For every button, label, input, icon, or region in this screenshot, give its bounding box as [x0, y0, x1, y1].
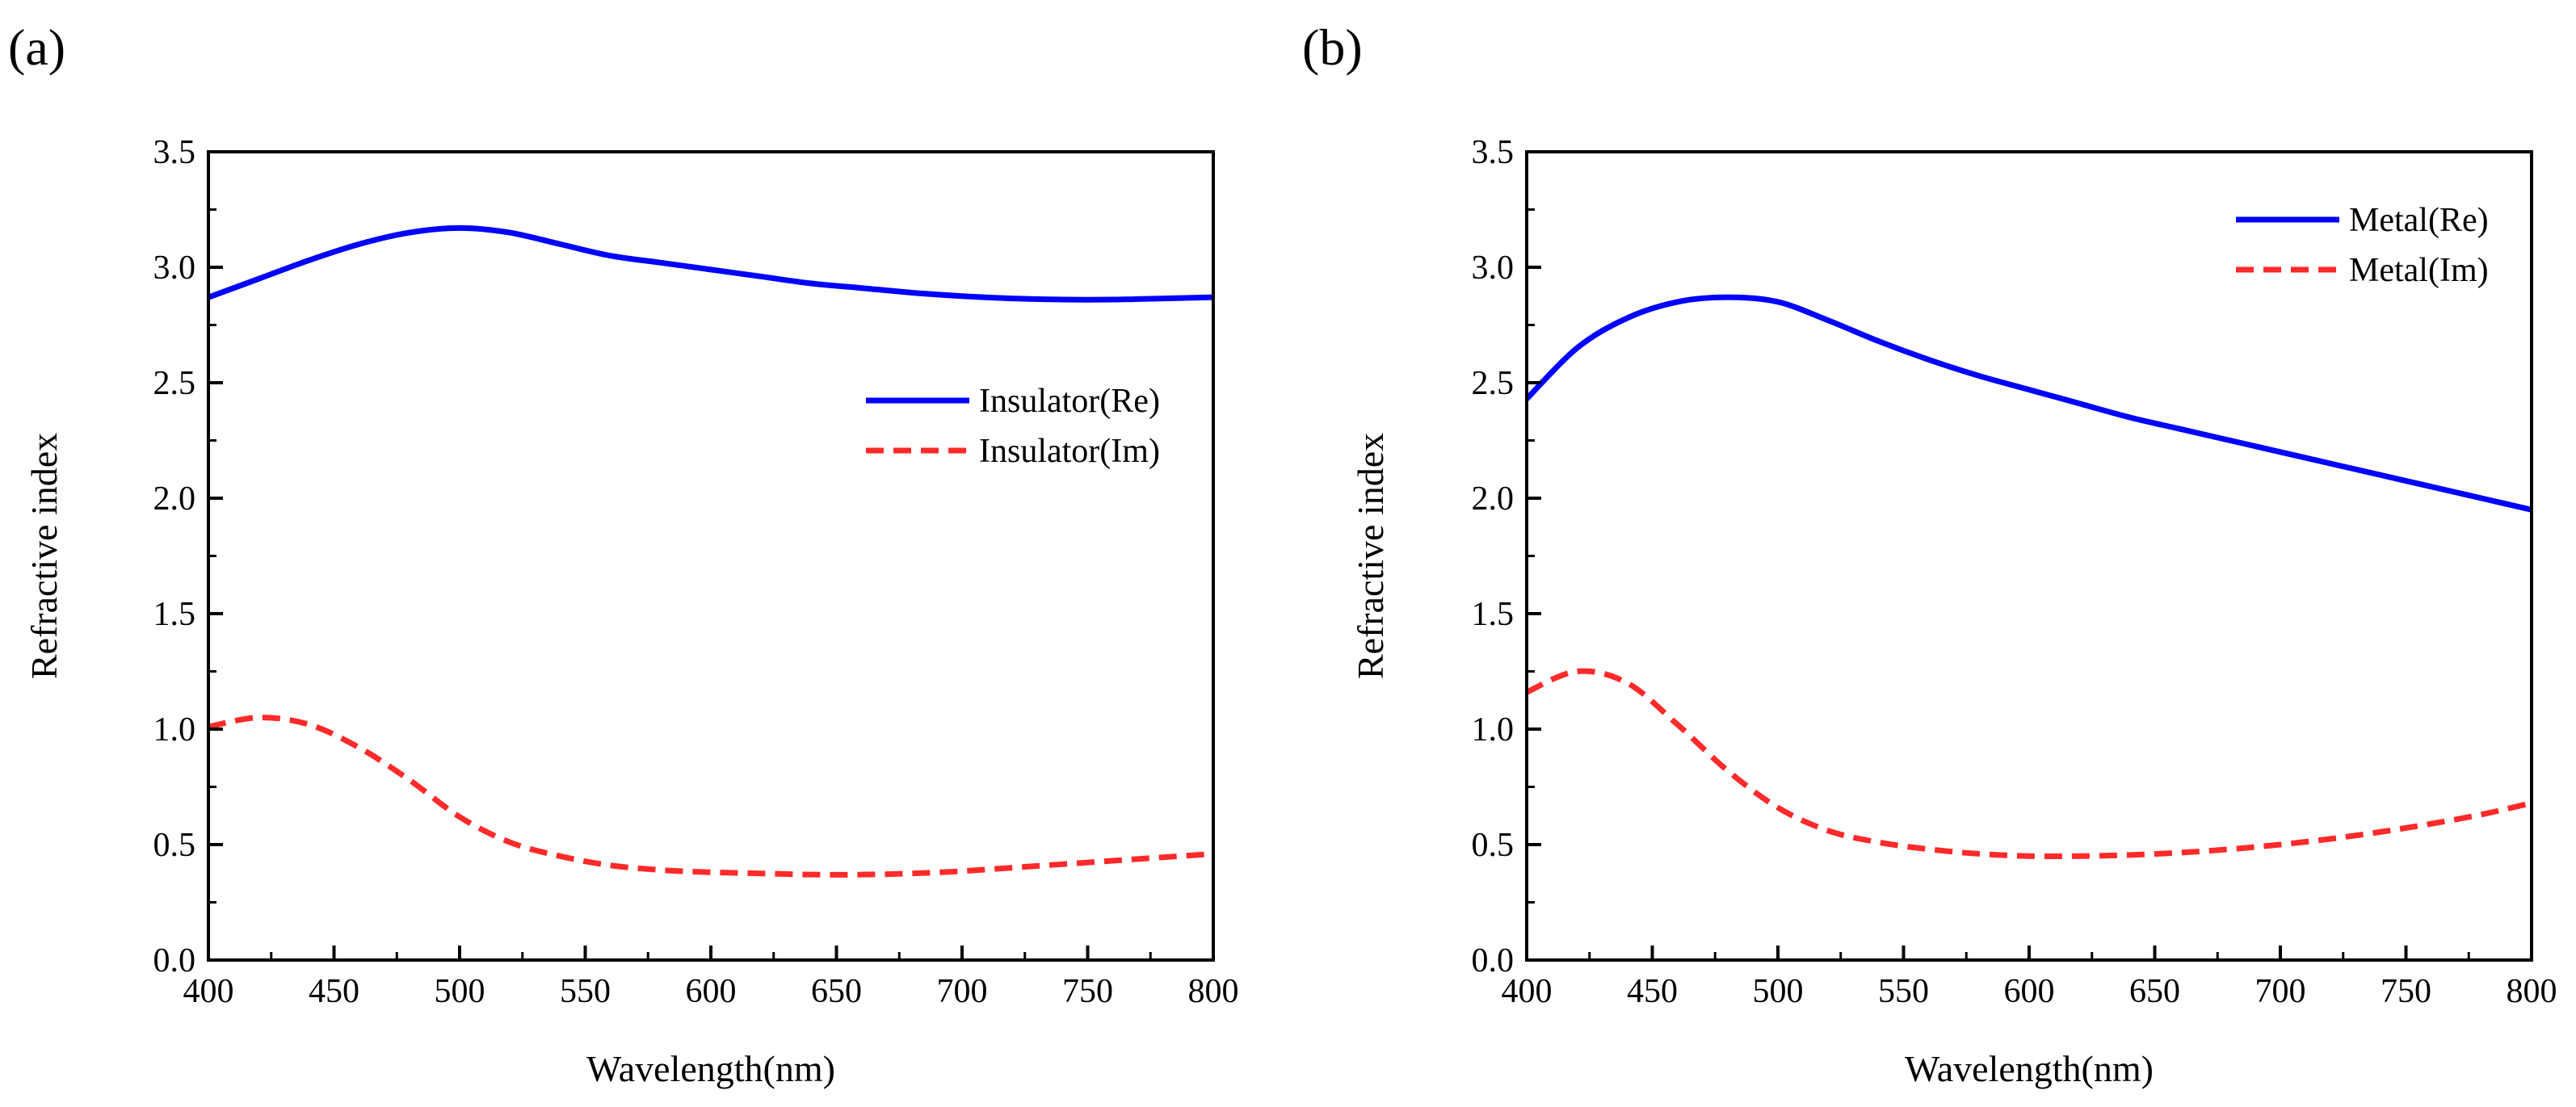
y-tick-label: 1.5 — [1472, 596, 1515, 633]
series-line-metal-re — [1527, 294, 2532, 513]
x-tick-label: 600 — [2004, 973, 2055, 1010]
y-tick-label: 0.0 — [1472, 942, 1515, 979]
x-tick-label: 400 — [183, 973, 234, 1010]
plot-area — [208, 224, 1213, 878]
x-tick-label: 450 — [1627, 973, 1678, 1010]
y-tick-label: 1.0 — [153, 711, 196, 748]
y-tick-label: 0.5 — [1472, 827, 1515, 864]
x-tick-label: 800 — [2507, 973, 2557, 1010]
y-tick-label: 3.0 — [1472, 249, 1515, 287]
x-tick-label: 750 — [1062, 973, 1113, 1010]
x-tick-label: 650 — [2129, 973, 2180, 1010]
x-tick-label: 550 — [1878, 973, 1929, 1010]
y-tick-label: 3.5 — [153, 134, 196, 171]
x-axis-title: Wavelength(nm) — [1905, 1048, 2154, 1089]
series-line-metal-im — [1527, 668, 2532, 860]
legend: Insulator(Re) Insulator(Im) — [866, 383, 1160, 470]
x-tick-label: 550 — [560, 973, 611, 1010]
legend-label: Metal(Im) — [2349, 252, 2489, 289]
axes-frame — [207, 150, 1215, 962]
x-tick-label: 650 — [811, 973, 862, 1010]
legend-label: Insulator(Im) — [979, 433, 1160, 470]
x-tick-label: 700 — [2255, 973, 2306, 1010]
y-tick-label: 3.0 — [153, 249, 196, 287]
panel-label: (a) — [8, 19, 65, 76]
plot-area — [1527, 294, 2532, 860]
y-tick-label: 2.5 — [153, 365, 196, 402]
series-line-insulator-re — [208, 224, 1213, 303]
x-tick-label: 450 — [309, 973, 359, 1010]
x-tick-label: 500 — [1753, 973, 1804, 1010]
legend: Metal(Re) Metal(Im) — [2236, 202, 2489, 289]
series-line-insulator-im — [208, 715, 1213, 878]
x-tick-label: 700 — [937, 973, 988, 1010]
x-tick-label: 500 — [435, 973, 485, 1010]
y-tick-label: 0.0 — [153, 942, 196, 979]
panel-label: (b) — [1302, 19, 1363, 76]
y-tick-label: 1.5 — [153, 596, 196, 633]
x-tick-label: 800 — [1188, 973, 1239, 1010]
x-tick-label: 600 — [686, 973, 737, 1010]
x-axis-title: Wavelength(nm) — [586, 1048, 835, 1089]
y-axis-title: Refractive index — [1350, 433, 1391, 679]
y-tick-label: 1.0 — [1472, 711, 1515, 748]
y-tick-label: 2.0 — [153, 480, 196, 518]
chart-panel-a: (a) 400 450 500 550 600 650 700 750 800 0.0 0.5 1.0 1… — [8, 19, 1239, 1089]
x-tick-label: 750 — [2381, 973, 2431, 1010]
legend-label: Insulator(Re) — [979, 383, 1160, 420]
y-tick-label: 2.5 — [1472, 365, 1515, 402]
y-axis-title: Refractive index — [23, 433, 65, 679]
chart-panel-b: (b) 400 450 500 550 600 650 700 750 800 0.0 0.5 1.0 1… — [1302, 19, 2557, 1089]
x-tick-label: 400 — [1502, 973, 1553, 1010]
legend-label: Metal(Re) — [2349, 202, 2489, 239]
y-tick-label: 2.0 — [1472, 480, 1515, 518]
y-tick-label: 3.5 — [1472, 134, 1515, 171]
y-tick-label: 0.5 — [153, 827, 196, 864]
